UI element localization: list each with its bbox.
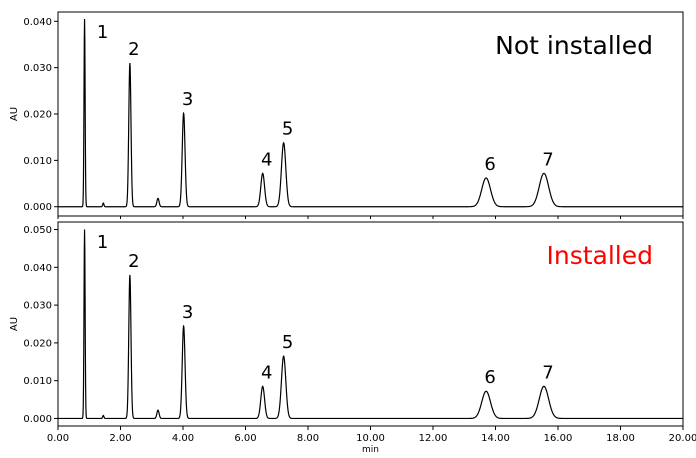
panel-installed: 0.000 0.010 0.020 0.030 0.040 0.050 AU 0.00 2.00… bbox=[9, 221, 696, 455]
peak-label: 5 bbox=[282, 332, 293, 353]
y-tick-label: 0.030 bbox=[23, 63, 52, 74]
chromatogram-trace bbox=[58, 229, 683, 420]
peak-label: 3 bbox=[182, 302, 193, 323]
x-tick-label: 18.00 bbox=[606, 433, 635, 444]
x-tick-label: 20.00 bbox=[669, 433, 696, 444]
peak-label: 6 bbox=[484, 154, 495, 175]
y-axis-label: AU bbox=[9, 317, 20, 331]
y-tick-label: 0.010 bbox=[23, 156, 52, 167]
chromatogram-trace bbox=[58, 18, 683, 208]
x-tick-label: 12.00 bbox=[419, 433, 448, 444]
y-tick-label: 0.040 bbox=[23, 17, 52, 28]
y-tick-label: 0.010 bbox=[23, 376, 52, 387]
y-tick-label: 0.000 bbox=[23, 414, 52, 425]
y-tick-label: 0.040 bbox=[23, 263, 52, 274]
x-tick-label: 2.00 bbox=[109, 433, 131, 444]
x-tick-label: 6.00 bbox=[234, 433, 256, 444]
y-tick-label: 0.000 bbox=[23, 202, 52, 213]
x-tick-label: 8.00 bbox=[297, 433, 319, 444]
peak-label: 7 bbox=[542, 149, 553, 170]
peak-label: 1 bbox=[97, 232, 108, 253]
peak-label: 2 bbox=[128, 251, 139, 272]
peak-label: 5 bbox=[282, 119, 293, 140]
y-tick-label: 0.030 bbox=[23, 301, 52, 312]
peak-label: 7 bbox=[542, 362, 553, 383]
panel-title: Installed bbox=[546, 241, 653, 270]
peak-label: 2 bbox=[128, 39, 139, 60]
x-tick-label: 4.00 bbox=[172, 433, 194, 444]
peak-label: 4 bbox=[261, 362, 272, 383]
x-tick-label: 14.00 bbox=[481, 433, 510, 444]
peak-label: 4 bbox=[261, 149, 272, 170]
y-tick-label: 0.020 bbox=[23, 110, 52, 121]
y-axis-label: AU bbox=[9, 107, 20, 121]
panel-title: Not installed bbox=[495, 31, 653, 60]
peak-label: 6 bbox=[484, 367, 495, 388]
x-axis-label: min bbox=[362, 445, 379, 454]
x-tick-label: 16.00 bbox=[544, 433, 573, 444]
x-tick-label: 0.00 bbox=[47, 433, 69, 444]
y-tick-label: 0.020 bbox=[23, 338, 52, 349]
y-tick-label: 0.050 bbox=[23, 225, 52, 236]
peak-label: 3 bbox=[182, 89, 193, 110]
panel-not-installed: 0.000 0.010 0.020 0.030 0.040 AU 12 3 45 6 7 Not in… bbox=[9, 11, 684, 219]
peak-label: 1 bbox=[97, 22, 108, 43]
x-tick-label: 10.00 bbox=[356, 433, 385, 444]
